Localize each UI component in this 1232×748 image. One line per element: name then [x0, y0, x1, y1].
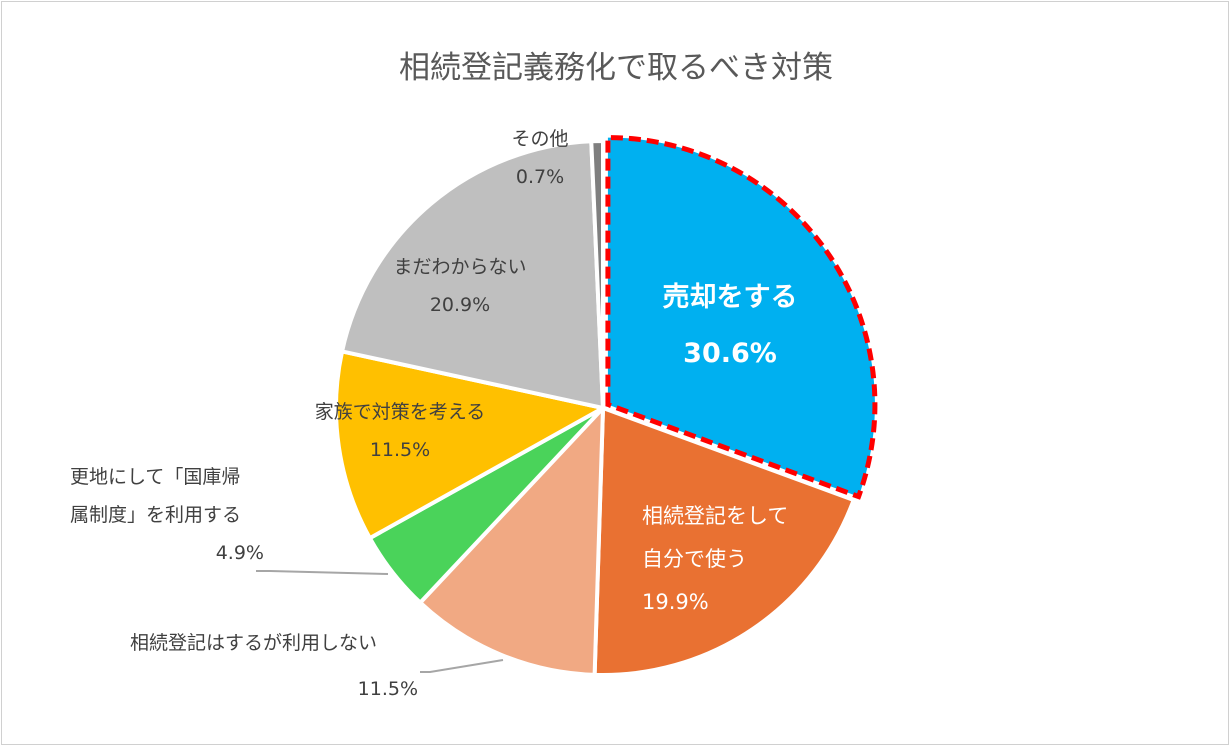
slice-label-use-self: 相続登記をして 自分で使う 19.9% — [620, 495, 852, 624]
slice-value-label: 30.6% — [683, 338, 777, 369]
slice-value-label: 11.5% — [357, 678, 418, 700]
slice-category-label: その他 — [511, 128, 569, 150]
slice-value-label: 4.9% — [215, 542, 264, 564]
slice-value-label: 20.9% — [429, 294, 491, 316]
pie-slice-sell — [605, 135, 878, 500]
slice-label-family: 家族で対策を考える 11.5% — [290, 393, 510, 469]
pie-slice-family — [334, 349, 609, 541]
leader-line — [420, 659, 504, 673]
pie-slice-other — [589, 138, 605, 409]
slice-label-sell: 売却をする 30.6% — [620, 270, 840, 382]
pie-slice-register-not-use — [417, 402, 606, 677]
chart-title: 相続登記義務化で取るべき対策 — [399, 50, 833, 86]
slice-value-label: 11.5% — [369, 439, 431, 461]
slice-category-label: 家族で対策を考える — [314, 401, 486, 423]
slice-category-label: 属制度」を利用する — [70, 504, 242, 526]
slice-label-undecided: まだわからない 20.9% — [370, 248, 550, 324]
pie-slice-use-self — [592, 405, 857, 677]
slice-category-label: 更地にして「国庫帰 — [70, 466, 241, 488]
slice-category-label: 自分で使う — [642, 547, 747, 571]
slice-category-label: 相続登記をして — [642, 504, 789, 528]
slice-value-label: 0.7% — [515, 166, 565, 188]
slice-label-national-treasury: 更地にして「国庫帰 属制度」を利用する 4.9% — [70, 458, 270, 572]
slice-label-other: その他 0.7% — [490, 120, 590, 196]
slice-value-label: 19.9% — [642, 590, 709, 614]
slice-category-label: 売却をする — [662, 282, 798, 313]
leader-line — [256, 570, 389, 575]
slice-category-label: 相続登記はするが利用しない — [130, 632, 378, 654]
pie-slice-undecided — [339, 139, 606, 411]
slice-label-register-not-use: 相続登記はするが利用しない 11.5% — [130, 620, 430, 712]
slice-category-label: まだわからない — [393, 256, 527, 278]
